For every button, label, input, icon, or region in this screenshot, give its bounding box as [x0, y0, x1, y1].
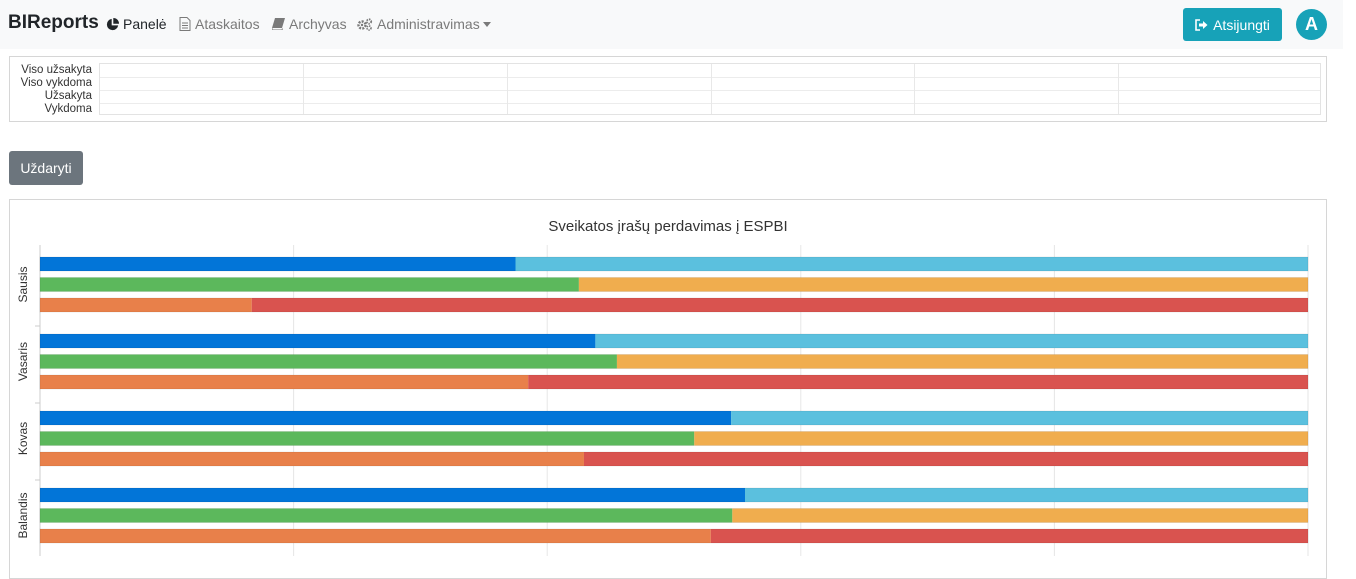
nav-label-administravimas: Administravimas: [377, 16, 480, 32]
bar-outline: [39, 354, 1309, 369]
grid-line: [507, 64, 508, 114]
y-tick-label: Vasaris: [16, 342, 30, 381]
summary-row-label: Viso užsakyta: [21, 64, 92, 76]
summary-row: Viso vykdoma: [10, 77, 1320, 90]
summary-table: Viso užsakyta Viso vykdoma Užsakyta Vykd…: [9, 56, 1327, 122]
bar-segment-remaining: [616, 354, 1308, 369]
logout-label: Atsijungti: [1213, 16, 1270, 33]
bar-segment-remaining: [251, 298, 1309, 312]
bar-chart: Sausis Vasaris Kovas Balandis: [16, 245, 1309, 556]
summary-row: Užsakyta: [10, 90, 1320, 103]
bar-outline: [39, 431, 1309, 446]
bar-outline: [39, 487, 1309, 503]
bar-segment-remaining: [578, 277, 1308, 292]
bar-segment-remaining: [710, 529, 1308, 543]
bar-outline: [39, 451, 1309, 467]
y-tick-label: Balandis: [16, 492, 30, 538]
summary-row-label: Vykdoma: [44, 103, 92, 115]
navbar: BIReports Panelė Ataskaitos Archyvas: [0, 0, 1343, 49]
pie-chart-icon: [106, 17, 119, 30]
nav-item-ataskaitos[interactable]: Ataskaitos: [179, 16, 260, 32]
bar-segment-done: [40, 257, 516, 271]
nav-label-ataskaitos: Ataskaitos: [195, 16, 260, 32]
grid-line: [711, 64, 712, 114]
grid-line: [100, 77, 1320, 78]
bar-segment-done: [40, 508, 733, 523]
chevron-down-icon: [482, 22, 491, 27]
sign-out-icon: [1195, 18, 1208, 31]
bar-segment-done: [40, 298, 252, 312]
grid-line: [1118, 64, 1119, 114]
bar-outline: [39, 528, 1309, 544]
nav-item-panele[interactable]: Panelė: [106, 16, 167, 32]
summary-row-label: Viso vykdoma: [20, 77, 92, 89]
bar-segment-remaining: [528, 375, 1308, 389]
summary-row-label: Užsakyta: [44, 90, 92, 102]
summary-grid: [99, 63, 1321, 115]
book-icon: [272, 18, 285, 30]
nav-item-archyvas[interactable]: Archyvas: [272, 16, 347, 32]
bar-segment-done: [40, 277, 579, 292]
bar-segment-done: [40, 431, 695, 446]
file-text-icon: [179, 17, 191, 31]
bar-segment-done: [40, 452, 584, 466]
bar-segment-remaining: [694, 431, 1308, 446]
bar-outline: [39, 297, 1309, 313]
close-button[interactable]: Uždaryti: [9, 151, 83, 185]
avatar[interactable]: A: [1296, 9, 1327, 40]
logout-button[interactable]: Atsijungti: [1183, 8, 1282, 41]
bar-outline: [39, 410, 1309, 426]
grid-line: [914, 64, 915, 114]
grid-line: [100, 103, 1320, 104]
bar-outline: [39, 256, 1309, 272]
summary-row: Vykdoma: [10, 103, 1320, 116]
nav-label-panele: Panelė: [123, 16, 167, 32]
grid-line: [303, 64, 304, 114]
bar-segment-done: [40, 488, 746, 502]
chart-title: Sveikatos įrašų perdavimas į ESPBI: [548, 218, 788, 235]
grid-line: [100, 90, 1320, 91]
y-tick-label: Kovas: [16, 422, 30, 455]
summary-row: Viso užsakyta: [10, 64, 1320, 77]
bar-segment-remaining: [583, 452, 1308, 466]
brand-logo[interactable]: BIReports: [8, 12, 99, 33]
bar-segment-done: [40, 529, 711, 543]
nav-item-administravimas[interactable]: Administravimas: [357, 16, 491, 32]
nav-label-archyvas: Archyvas: [289, 16, 347, 32]
bar-segment-remaining: [745, 488, 1308, 502]
bar-segment-done: [40, 334, 596, 348]
y-tick-label: Sausis: [16, 266, 30, 302]
bar-segment-done: [40, 354, 617, 369]
bar-outline: [39, 374, 1309, 390]
bar-outline: [39, 508, 1309, 523]
cogs-icon: [357, 17, 373, 31]
bar-segment-done: [40, 411, 732, 425]
bar-segment-remaining: [732, 508, 1308, 523]
bar-segment-done: [40, 375, 529, 389]
bar-segment-remaining: [731, 411, 1308, 425]
bar-segment-remaining: [595, 334, 1308, 348]
bar-outline: [39, 333, 1309, 349]
bar-segment-remaining: [515, 257, 1308, 271]
bar-outline: [39, 277, 1309, 292]
